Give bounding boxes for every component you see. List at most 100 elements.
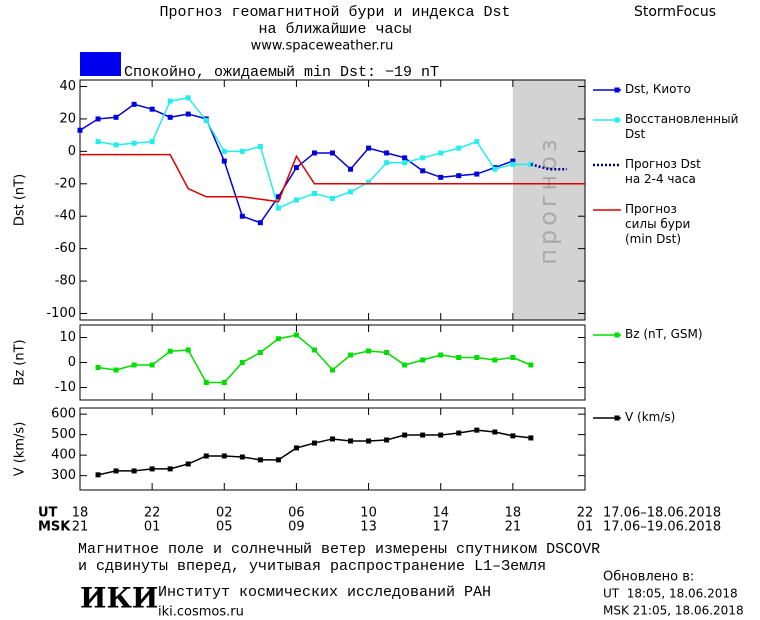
x-tick-label: 01	[577, 520, 594, 535]
point	[456, 173, 462, 179]
point	[203, 380, 209, 385]
point	[402, 432, 408, 438]
point	[438, 432, 444, 438]
y-tick-label: 0	[68, 355, 76, 370]
x-tick-label: 09	[288, 520, 305, 535]
point	[311, 150, 317, 156]
forecast-label: прогноз	[534, 135, 562, 264]
point	[420, 432, 426, 438]
point	[113, 142, 119, 148]
point	[203, 118, 209, 124]
point	[257, 143, 263, 149]
point	[311, 191, 317, 197]
y-tick-label: 40	[59, 79, 76, 94]
point	[366, 438, 372, 444]
y-tick-label: 300	[51, 468, 76, 483]
point	[384, 350, 390, 355]
point	[402, 155, 408, 161]
forecast-region	[512, 80, 585, 320]
point	[384, 437, 390, 443]
legend-label: Прогноз Dst на 2-4 часа	[625, 157, 701, 186]
series-line	[97, 334, 532, 384]
y-axis-title: V (km/s)	[13, 422, 28, 477]
point	[293, 165, 299, 171]
point	[131, 468, 137, 474]
point	[149, 362, 155, 368]
x-axis-title: UT	[38, 506, 58, 521]
point	[293, 197, 299, 203]
point	[348, 189, 354, 195]
series-line	[80, 153, 585, 203]
point	[113, 468, 119, 474]
y-tick-label: 500	[51, 427, 76, 442]
y-tick-label: -20	[55, 176, 76, 191]
status-swatch	[80, 52, 121, 76]
point	[131, 101, 137, 107]
point	[330, 436, 335, 442]
point	[293, 445, 299, 451]
point	[239, 213, 245, 219]
point	[221, 380, 227, 385]
point	[257, 220, 263, 226]
x-tick-label: 10	[360, 506, 377, 521]
point	[257, 457, 263, 463]
point	[239, 360, 245, 365]
title: Прогноз геомагнитной бури и индекса Dst	[159, 4, 510, 21]
y-tick-label: 20	[59, 111, 76, 126]
x-tick-label: 22	[144, 506, 161, 521]
brand: StormFocus	[634, 4, 716, 20]
point	[185, 111, 191, 117]
point	[330, 150, 335, 156]
date-range: 17.06–19.06.2018	[603, 520, 721, 535]
point	[167, 98, 173, 104]
point	[131, 140, 137, 146]
point	[221, 453, 227, 459]
point	[510, 355, 516, 360]
point	[348, 438, 354, 444]
point	[239, 148, 245, 154]
y-tick-label: -60	[55, 241, 76, 256]
point	[239, 454, 245, 460]
x-tick-label: 13	[360, 520, 377, 535]
x-tick-label: 06	[288, 506, 305, 521]
legend-marker	[614, 117, 620, 123]
date-range: 17.06–18.06.2018	[603, 506, 721, 521]
x-tick-label: 14	[432, 506, 449, 521]
status-text: Спокойно, ожидаемый min Dst: −19 nT	[124, 64, 439, 81]
url: www.spaceweather.ru	[251, 39, 394, 54]
y-axis-title: Dst (nT)	[13, 174, 28, 226]
point	[474, 139, 480, 145]
plot-frame	[79, 407, 586, 491]
point	[167, 348, 173, 354]
point	[167, 114, 173, 120]
point	[95, 472, 101, 478]
point	[293, 332, 299, 338]
y-tick-label: 600	[51, 407, 76, 422]
legend-label: V (km/s)	[625, 410, 676, 424]
legend-marker	[614, 332, 620, 338]
legend-label: Восстановленный Dst	[625, 112, 739, 141]
x-tick-label: 05	[216, 520, 233, 535]
legend-marker	[614, 87, 620, 93]
point	[456, 355, 462, 360]
point	[113, 114, 119, 120]
point	[311, 440, 317, 446]
point	[275, 194, 281, 200]
point	[311, 347, 317, 353]
point	[149, 139, 155, 145]
point	[113, 367, 119, 373]
y-axis-title: Bz (nT)	[13, 339, 28, 385]
point	[348, 166, 354, 172]
point	[275, 457, 281, 463]
point	[420, 155, 426, 161]
point	[366, 179, 372, 185]
point	[402, 362, 408, 368]
footer-note: и сдвинуты вперед, учитывая распростране…	[78, 558, 546, 575]
series-line	[97, 429, 531, 476]
y-tick-label: -80	[55, 274, 76, 289]
point	[203, 453, 209, 459]
point	[95, 365, 101, 370]
point	[510, 158, 516, 164]
updated-label: Обновлено в:	[603, 570, 694, 585]
y-tick-label: 400	[51, 448, 76, 463]
